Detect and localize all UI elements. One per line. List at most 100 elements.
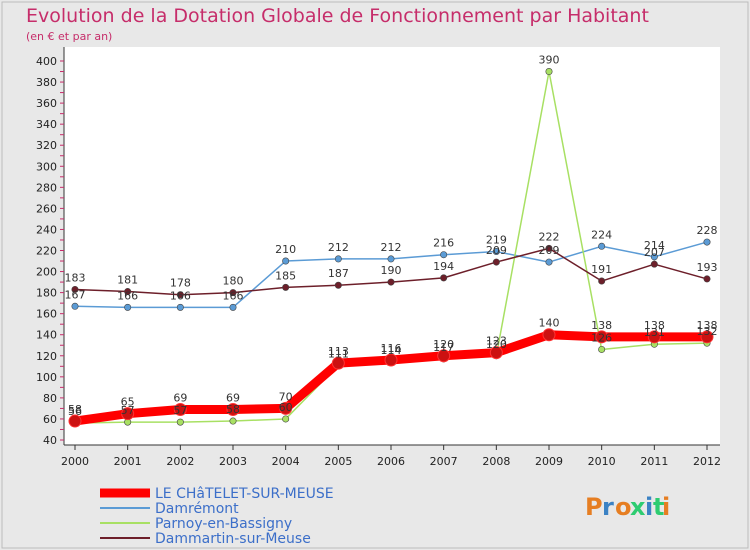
data-point-damr-mont [703, 238, 711, 246]
data-label-dammartin-sur-meuse: 209 [486, 244, 507, 257]
y-tick-label: 360 [36, 97, 57, 110]
data-label-damr-mont: 219 [486, 234, 507, 247]
x-tick-label: 2007 [430, 455, 458, 468]
x-tick-label: 2006 [377, 455, 405, 468]
data-point-le-ch-telet-sur-meuse [437, 349, 451, 363]
legend-label: LE CHâTELET-SUR-MEUSE [155, 486, 334, 502]
data-point-damr-mont [71, 302, 79, 310]
data-point-le-ch-telet-sur-meuse [173, 402, 187, 416]
logo-letter: r [602, 493, 614, 521]
data-label-parnoy-en-bassigny: 60 [279, 401, 293, 414]
data-point-dammartin-sur-meuse [703, 275, 711, 283]
x-tick-label: 2008 [482, 455, 510, 468]
data-label-dammartin-sur-meuse: 190 [381, 264, 402, 277]
data-label-dammartin-sur-meuse: 178 [170, 277, 191, 290]
data-point-le-ch-telet-sur-meuse [68, 414, 82, 428]
data-label-dammartin-sur-meuse: 191 [591, 263, 612, 276]
data-label-le-ch-telet-sur-meuse: 116 [381, 342, 402, 355]
data-point-dammartin-sur-meuse [282, 283, 290, 291]
data-point-parnoy-en-bassigny [598, 345, 606, 353]
y-tick-label: 140 [36, 329, 57, 342]
data-point-le-ch-telet-sur-meuse [384, 353, 398, 367]
data-point-damr-mont [545, 258, 553, 266]
data-point-dammartin-sur-meuse [440, 274, 448, 282]
data-label-parnoy-en-bassigny: 126 [591, 331, 612, 344]
data-point-le-ch-telet-sur-meuse [121, 407, 135, 421]
data-point-dammartin-sur-meuse [124, 288, 132, 296]
data-label-dammartin-sur-meuse: 222 [539, 230, 560, 243]
data-label-dammartin-sur-meuse: 194 [433, 260, 454, 273]
data-point-le-ch-telet-sur-meuse [331, 356, 345, 370]
y-tick-label: 160 [36, 308, 57, 321]
data-label-le-ch-telet-sur-meuse: 70 [279, 390, 293, 403]
x-tick-label: 2001 [114, 455, 142, 468]
data-label-parnoy-en-bassigny: 390 [539, 54, 560, 67]
data-label-le-ch-telet-sur-meuse: 123 [486, 335, 507, 348]
data-point-le-ch-telet-sur-meuse [279, 401, 293, 415]
data-label-le-ch-telet-sur-meuse: 140 [539, 317, 560, 330]
series-layer [68, 68, 714, 428]
data-point-dammartin-sur-meuse [650, 260, 658, 268]
data-label-le-ch-telet-sur-meuse: 138 [591, 319, 612, 332]
data-label-parnoy-en-bassigny: 58 [226, 403, 240, 416]
x-tick-label: 2004 [272, 455, 300, 468]
y-tick-label: 400 [36, 55, 57, 68]
data-label-le-ch-telet-sur-meuse: 69 [226, 391, 240, 404]
data-label-le-ch-telet-sur-meuse: 138 [644, 319, 665, 332]
data-label-parnoy-en-bassigny: 132 [697, 325, 718, 338]
data-label-le-ch-telet-sur-meuse: 120 [433, 338, 454, 351]
data-label-dammartin-sur-meuse: 187 [328, 267, 349, 280]
data-label-damr-mont: 166 [117, 289, 138, 302]
legend-label: Parnoy-en-Bassigny [155, 516, 292, 532]
data-point-damr-mont [176, 303, 184, 311]
data-point-dammartin-sur-meuse [545, 244, 553, 252]
x-tick-label: 2010 [588, 455, 616, 468]
data-point-parnoy-en-bassigny [282, 415, 290, 423]
data-label-parnoy-en-bassigny: 57 [121, 404, 135, 417]
data-label-le-ch-telet-sur-meuse: 138 [697, 319, 718, 332]
data-label-damr-mont: 214 [644, 239, 665, 252]
x-tick-label: 2011 [640, 455, 668, 468]
data-point-damr-mont [598, 242, 606, 250]
data-label-dammartin-sur-meuse: 193 [697, 261, 718, 274]
legend: LE CHâTELET-SUR-MEUSEDamrémontParnoy-en-… [100, 486, 334, 547]
data-point-damr-mont [387, 255, 395, 263]
chart-subtitle: (en € et par an) [26, 30, 112, 43]
y-tick-label: 260 [36, 202, 57, 215]
y-tick-label: 300 [36, 160, 57, 173]
data-label-damr-mont: 166 [170, 289, 191, 302]
logo-letter: x [630, 493, 646, 521]
y-tick-label: 60 [43, 413, 57, 426]
data-label-parnoy-en-bassigny: 56 [68, 405, 82, 418]
y-tick-label: 320 [36, 139, 57, 152]
data-point-dammartin-sur-meuse [387, 278, 395, 286]
x-tick-label: 2002 [166, 455, 194, 468]
data-label-dammartin-sur-meuse: 183 [65, 271, 86, 284]
y-tick-label: 40 [43, 434, 57, 447]
data-point-le-ch-telet-sur-meuse [542, 328, 556, 342]
data-point-damr-mont [124, 303, 132, 311]
data-label-damr-mont: 167 [65, 288, 86, 301]
data-label-dammartin-sur-meuse: 181 [117, 274, 138, 287]
data-label-parnoy-en-bassigny: 120 [486, 338, 507, 351]
data-label-parnoy-en-bassigny: 117 [433, 341, 454, 354]
logo-letter: P [585, 493, 603, 521]
y-tick-label: 100 [36, 371, 57, 384]
x-tick-label: 2012 [693, 455, 721, 468]
data-point-parnoy-en-bassigny [176, 418, 184, 426]
data-point-dammartin-sur-meuse [598, 277, 606, 285]
data-label-damr-mont: 224 [591, 228, 612, 241]
data-point-damr-mont [229, 303, 237, 311]
y-tick-label: 200 [36, 266, 57, 279]
data-point-dammartin-sur-meuse [492, 258, 500, 266]
y-tick-label: 80 [43, 392, 57, 405]
legend-label: Damrémont [155, 501, 239, 517]
data-label-parnoy-en-bassigny: 131 [644, 326, 665, 339]
data-point-dammartin-sur-meuse [334, 281, 342, 289]
y-tick-label: 380 [36, 76, 57, 89]
data-label-dammartin-sur-meuse: 185 [275, 269, 296, 282]
data-point-damr-mont [440, 251, 448, 259]
data-label-le-ch-telet-sur-meuse: 113 [328, 345, 349, 358]
